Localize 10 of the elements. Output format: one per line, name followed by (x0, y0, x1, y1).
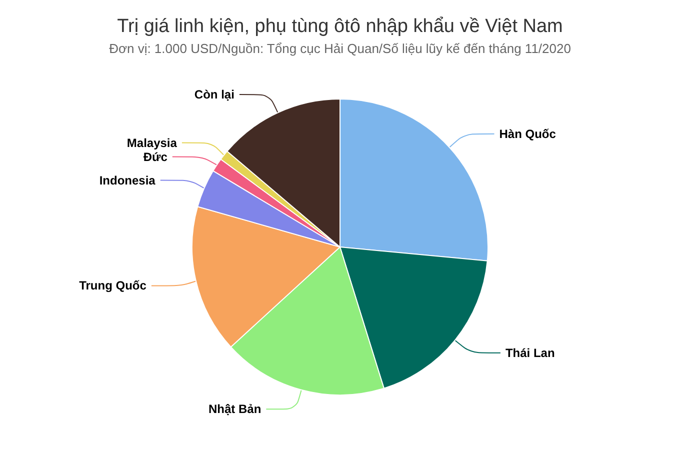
slice-label: Thái Lan (505, 346, 555, 360)
slice-label: Malaysia (126, 136, 178, 150)
slice-label: Nhật Bản (208, 402, 262, 416)
slice-label: Còn lại (194, 88, 234, 102)
chart-subtitle: Đơn vị: 1.000 USD/Nguồn: Tổng cục Hải Quan/Số liệu lũy kế đến tháng 11/2020 (109, 41, 571, 56)
slice-label: Indonesia (99, 173, 156, 188)
slice-label: Trung Quốc (79, 278, 147, 293)
slice-label: Đức (143, 150, 168, 164)
chart-title: Trị giá linh kiện, phụ tùng ôtô nhập khẩu về Việt Nam (117, 16, 563, 37)
slice-label: Hàn Quốc (499, 126, 556, 141)
